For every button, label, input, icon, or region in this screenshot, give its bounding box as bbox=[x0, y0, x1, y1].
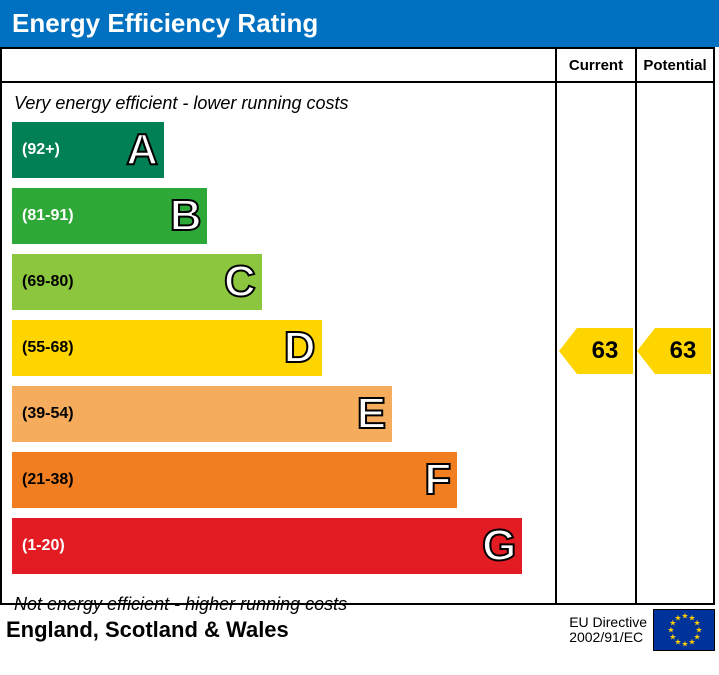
band-bar: (55-68) D bbox=[12, 320, 322, 376]
band-c: (69-80) C bbox=[12, 254, 555, 310]
band-range: (21-38) bbox=[22, 471, 74, 489]
current-pointer: 63 bbox=[559, 328, 633, 374]
header-row: Current Potential bbox=[2, 49, 715, 83]
band-range: (92+) bbox=[22, 141, 60, 159]
band-e: (39-54) E bbox=[12, 386, 555, 442]
column-header-current: Current bbox=[555, 49, 635, 81]
band-bar: (92+) A bbox=[12, 122, 164, 178]
band-b: (81-91) B bbox=[12, 188, 555, 244]
band-bar: (39-54) E bbox=[12, 386, 392, 442]
body-row: Very energy efficient - lower running co… bbox=[2, 83, 715, 603]
band-range: (39-54) bbox=[22, 405, 74, 423]
band-letter: C bbox=[224, 257, 256, 307]
band-range: (69-80) bbox=[22, 273, 74, 291]
potential-pointer: 63 bbox=[637, 328, 711, 374]
directive-text: EU Directive 2002/91/EC bbox=[569, 615, 647, 646]
potential-column: 63 bbox=[635, 83, 715, 603]
current-column: 63 bbox=[555, 83, 635, 603]
directive-line2: 2002/91/EC bbox=[569, 630, 647, 645]
band-letter: F bbox=[424, 455, 451, 505]
eu-flag-icon: ★★★★★★★★★★★★ bbox=[653, 609, 715, 651]
band-d: (55-68) D bbox=[12, 320, 555, 376]
band-bar: (1-20) G bbox=[12, 518, 522, 574]
pointer-value: 63 bbox=[655, 328, 711, 374]
eu-star: ★ bbox=[688, 639, 695, 648]
epc-chart: Energy Efficiency Rating Current Potenti… bbox=[0, 0, 719, 675]
band-letter: A bbox=[126, 125, 158, 175]
band-f: (21-38) F bbox=[12, 452, 555, 508]
pointer-tip bbox=[559, 328, 577, 374]
bands-list: (92+) A (81-91) B (69-80) C (55-68) D (39-54) E (2… bbox=[2, 122, 555, 574]
band-bar: (69-80) C bbox=[12, 254, 262, 310]
band-bar: (81-91) B bbox=[12, 188, 207, 244]
caption-top: Very energy efficient - lower running co… bbox=[2, 87, 555, 122]
title-bar: Energy Efficiency Rating bbox=[0, 0, 719, 47]
band-a: (92+) A bbox=[12, 122, 555, 178]
band-letter: D bbox=[284, 323, 316, 373]
caption-bottom: Not energy efficient - higher running co… bbox=[2, 584, 555, 621]
band-g: (1-20) G bbox=[12, 518, 555, 574]
pointer-tip bbox=[637, 328, 655, 374]
band-range: (1-20) bbox=[22, 537, 65, 555]
chart-title: Energy Efficiency Rating bbox=[12, 8, 318, 38]
band-bar: (21-38) F bbox=[12, 452, 457, 508]
header-main-spacer bbox=[2, 49, 555, 81]
band-letter: E bbox=[357, 389, 386, 439]
eu-directive: EU Directive 2002/91/EC ★★★★★★★★★★★★ bbox=[569, 609, 715, 651]
directive-line1: EU Directive bbox=[569, 615, 647, 630]
bands-area: Very energy efficient - lower running co… bbox=[2, 83, 555, 603]
pointer-value: 63 bbox=[577, 328, 633, 374]
chart-grid: Current Potential Very energy efficient … bbox=[0, 47, 715, 605]
eu-star: ★ bbox=[674, 614, 681, 623]
band-range: (81-91) bbox=[22, 207, 74, 225]
column-header-potential: Potential bbox=[635, 49, 715, 81]
eu-star: ★ bbox=[681, 641, 688, 650]
band-letter: G bbox=[482, 521, 516, 571]
band-letter: B bbox=[170, 191, 202, 241]
band-range: (55-68) bbox=[22, 339, 74, 357]
